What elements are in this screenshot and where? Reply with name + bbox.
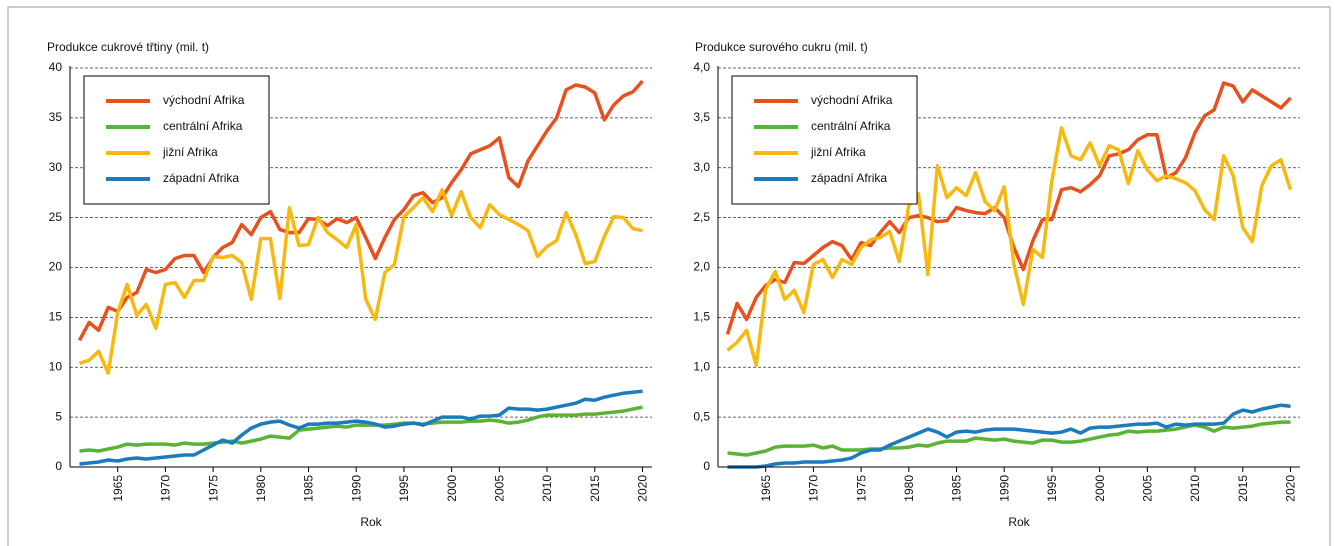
data-line bbox=[79, 389, 643, 466]
x-tick-label: 2010 bbox=[1188, 475, 1202, 502]
x-tick-label: 1980 bbox=[254, 475, 268, 502]
frame bbox=[7, 6, 1331, 546]
data-line bbox=[77, 79, 644, 342]
y-tick-label: 2,0 bbox=[693, 260, 710, 274]
data-line bbox=[727, 403, 1291, 469]
data-line bbox=[79, 405, 643, 453]
legend-label: jižní Afrika bbox=[810, 145, 866, 159]
legend-label: západní Afrika bbox=[811, 171, 887, 185]
legend-box bbox=[731, 75, 918, 205]
chart-title: Produkce cukrové třtiny (mil. t) bbox=[47, 40, 209, 54]
y-tick-label: 15 bbox=[49, 310, 63, 324]
y-tick-label: 3,5 bbox=[693, 110, 710, 124]
x-tick-label: 1975 bbox=[206, 475, 220, 502]
x-tick-label: 1985 bbox=[950, 475, 964, 502]
x-tick-label: 1995 bbox=[397, 475, 411, 502]
y-tick-label: 25 bbox=[49, 210, 63, 224]
legend-label: jižní Afrika bbox=[162, 145, 218, 159]
x-axis-label: Rok bbox=[1008, 515, 1030, 529]
y-tick-label: 4,0 bbox=[693, 60, 710, 74]
x-tick-label: 2005 bbox=[493, 475, 507, 502]
x-tick-label: 1990 bbox=[997, 475, 1011, 502]
x-tick-label: 2000 bbox=[445, 475, 459, 502]
x-tick-label: 2015 bbox=[1236, 475, 1250, 502]
y-tick-label: 5 bbox=[55, 409, 62, 423]
y-tick-label: 20 bbox=[49, 260, 63, 274]
x-tick-label: 1970 bbox=[807, 475, 821, 502]
legend-label: centrální Afrika bbox=[163, 119, 243, 133]
x-tick-label: 1965 bbox=[759, 475, 773, 502]
x-tick-label: 1985 bbox=[302, 475, 316, 502]
legend-box bbox=[83, 75, 270, 205]
x-axis-label: Rok bbox=[360, 515, 382, 529]
x-tick-label: 2005 bbox=[1141, 475, 1155, 502]
legend-label: centrální Afrika bbox=[811, 119, 891, 133]
y-tick-label: 0 bbox=[55, 459, 62, 473]
data-line bbox=[78, 187, 643, 375]
y-tick-label: 1,5 bbox=[693, 310, 710, 324]
y-tick-label: 10 bbox=[49, 359, 63, 373]
x-tick-label: 2020 bbox=[1284, 475, 1298, 502]
legend-label: východní Afrika bbox=[811, 93, 893, 107]
x-tick-label: 2020 bbox=[636, 475, 650, 502]
y-tick-label: 40 bbox=[49, 60, 63, 74]
chart-title: Produkce surového cukru (mil. t) bbox=[695, 40, 868, 54]
x-tick-label: 2015 bbox=[588, 475, 602, 502]
y-tick-label: 35 bbox=[49, 110, 63, 124]
x-tick-label: 1975 bbox=[854, 475, 868, 502]
y-tick-label: 1,0 bbox=[693, 359, 710, 373]
x-tick-label: 2010 bbox=[540, 475, 554, 502]
data-line bbox=[726, 126, 1293, 368]
legend-label: západní Afrika bbox=[163, 171, 239, 185]
y-tick-label: 3,0 bbox=[693, 160, 710, 174]
y-tick-label: 30 bbox=[49, 160, 63, 174]
y-tick-label: 2,5 bbox=[693, 210, 710, 224]
x-tick-label: 1990 bbox=[349, 475, 363, 502]
y-tick-label: 0,5 bbox=[693, 409, 710, 423]
y-tick-label: 0 bbox=[703, 459, 710, 473]
data-line bbox=[727, 420, 1291, 457]
x-tick-label: 1995 bbox=[1045, 475, 1059, 502]
legend-label: východní Afrika bbox=[163, 93, 245, 107]
x-tick-label: 1965 bbox=[111, 475, 125, 502]
x-tick-label: 2000 bbox=[1093, 475, 1107, 502]
x-tick-label: 1970 bbox=[159, 475, 173, 502]
x-tick-label: 1980 bbox=[902, 475, 916, 502]
